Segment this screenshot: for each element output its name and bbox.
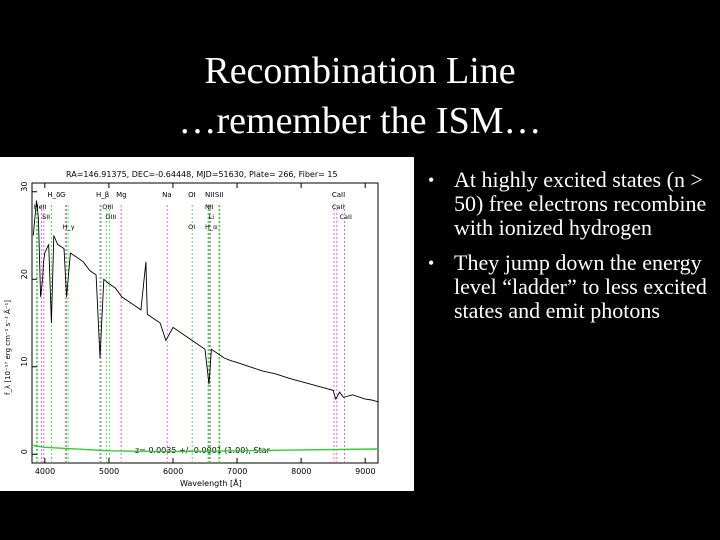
slide-title-line1: Recombination Line: [204, 50, 516, 92]
y-tick-label: 10: [20, 357, 29, 367]
line-label: NII: [205, 191, 214, 199]
x-tick-label: 9000: [355, 467, 375, 476]
spectrum-figure: RA=146.91375, DEC=-0.64448, MJD=51630, P…: [0, 157, 414, 491]
plot-frame: [31, 182, 379, 464]
x-tick-label: 5000: [99, 467, 119, 476]
line-label: OI: [188, 223, 195, 231]
bullet-text: They jump down the energy level “ladder”…: [454, 250, 707, 323]
line-label: G: [60, 191, 65, 199]
line-label: OIII: [102, 203, 113, 211]
spectrum-chart: RA=146.91375, DEC=-0.64448, MJD=51630, P…: [3, 170, 379, 488]
figure-footer: z= 0.0035 +/- 0.0001 (1.00), Star: [135, 446, 271, 455]
line-label: H_α: [205, 223, 217, 231]
spectrum-series-line: [32, 200, 379, 403]
x-tick-label: 8000: [291, 467, 311, 476]
bullet-dot: •: [428, 253, 435, 273]
line-label: H_β: [96, 191, 109, 199]
bullet-dot: •: [428, 170, 435, 190]
line-label: Li: [209, 213, 215, 221]
bullet-list: • At highly excited states (n > 50) free…: [428, 168, 718, 334]
line-label: CaII: [340, 213, 352, 221]
line-label: HeII: [34, 203, 47, 211]
line-label: SII: [42, 213, 50, 221]
y-tick-label: 30: [20, 182, 29, 192]
line-label: OI: [188, 191, 196, 199]
y-axis-label: f_λ [10⁻¹⁷ erg cm⁻² s⁻¹ Å⁻¹]: [3, 300, 12, 395]
figure-header: RA=146.91375, DEC=-0.64448, MJD=51630, P…: [66, 170, 338, 179]
line-label: CaII: [332, 203, 344, 211]
x-axis-label: Wavelength [Å]: [180, 477, 242, 488]
line-label: Mg: [116, 191, 126, 199]
bullet-item: • At highly excited states (n > 50) free…: [428, 168, 718, 240]
line-label: OIII: [105, 213, 116, 221]
line-label: H_γ: [63, 223, 75, 231]
line-label: CaII: [332, 191, 345, 199]
x-tick-label: 7000: [227, 467, 247, 476]
error-series-line: [33, 444, 379, 453]
y-tick-label: 0: [20, 449, 29, 454]
y-tick-label: 20: [20, 269, 29, 279]
slide-title-line2: …remember the ISM…: [178, 100, 542, 142]
line-label: Na: [162, 191, 172, 199]
x-tick-label: 4000: [35, 467, 55, 476]
x-tick-label: 6000: [163, 467, 183, 476]
line-label: H_δ: [47, 191, 60, 199]
bullet-item: • They jump down the energy level “ladde…: [428, 251, 718, 323]
bullet-text: At highly excited states (n > 50) free e…: [454, 167, 707, 240]
line-label: NII: [205, 203, 214, 211]
line-label: SII: [215, 191, 224, 199]
